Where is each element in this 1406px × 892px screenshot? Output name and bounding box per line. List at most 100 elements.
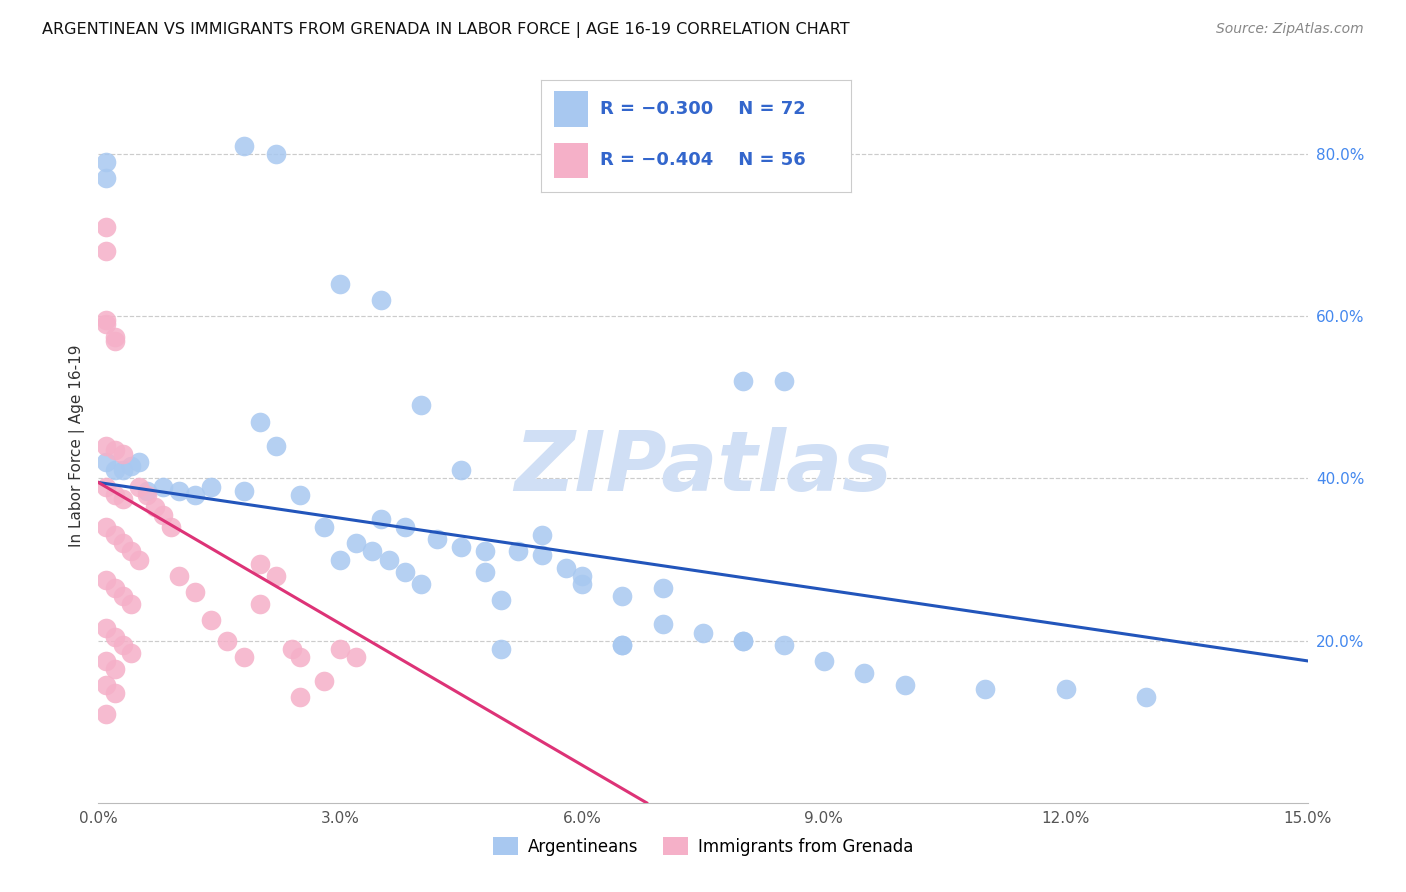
Point: [120, 646, 142, 660]
Point: [409, 577, 432, 591]
Point: [555, 560, 578, 574]
Point: [143, 500, 166, 514]
Point: [184, 585, 207, 599]
Point: [96, 313, 118, 327]
Point: [111, 447, 134, 461]
Point: [1054, 682, 1077, 697]
Point: [128, 552, 150, 566]
Point: [612, 638, 634, 652]
Point: [200, 613, 222, 627]
Point: [96, 520, 118, 534]
Point: [474, 544, 496, 558]
Point: [135, 483, 157, 498]
Point: [491, 593, 513, 607]
Point: [135, 488, 157, 502]
Point: [103, 334, 125, 348]
Point: [344, 536, 367, 550]
Point: [128, 455, 150, 469]
Point: [249, 415, 271, 429]
Point: [103, 630, 125, 644]
Point: [160, 520, 183, 534]
Point: [530, 549, 553, 563]
Point: [111, 491, 134, 506]
Point: [692, 625, 714, 640]
Point: [96, 654, 118, 668]
Point: [491, 641, 513, 656]
Point: [232, 649, 254, 664]
Bar: [554, 92, 588, 128]
Point: [96, 171, 118, 186]
Y-axis label: In Labor Force | Age 16-19: In Labor Force | Age 16-19: [69, 344, 84, 548]
Point: [103, 662, 125, 676]
Point: [288, 649, 311, 664]
Point: [249, 597, 271, 611]
Point: [232, 483, 254, 498]
Point: [96, 706, 118, 721]
Point: [450, 541, 472, 555]
Point: [772, 374, 794, 388]
Point: [103, 528, 125, 542]
Point: [813, 654, 835, 668]
Point: [893, 678, 915, 692]
Text: Source: ZipAtlas.com: Source: ZipAtlas.com: [1216, 22, 1364, 37]
Point: [96, 155, 118, 169]
Point: [394, 520, 416, 534]
Point: [152, 479, 174, 493]
Point: [111, 589, 134, 603]
Point: [612, 638, 634, 652]
Point: [184, 488, 207, 502]
Legend: Argentineans, Immigrants from Grenada: Argentineans, Immigrants from Grenada: [486, 830, 920, 863]
Point: [264, 439, 287, 453]
Point: [96, 678, 118, 692]
Point: [103, 488, 125, 502]
Point: [329, 552, 352, 566]
Point: [733, 374, 755, 388]
Point: [232, 139, 254, 153]
Point: [612, 589, 634, 603]
Text: R = −0.300    N = 72: R = −0.300 N = 72: [600, 100, 806, 118]
Point: [200, 479, 222, 493]
Point: [103, 581, 125, 595]
Point: [394, 565, 416, 579]
Point: [329, 641, 352, 656]
Point: [96, 479, 118, 493]
Point: [96, 622, 118, 636]
Point: [474, 565, 496, 579]
Text: ZIPatlas: ZIPatlas: [515, 427, 891, 508]
Point: [530, 528, 553, 542]
Point: [249, 557, 271, 571]
Point: [361, 544, 384, 558]
Point: [370, 512, 392, 526]
Point: [167, 483, 190, 498]
Point: [96, 439, 118, 453]
Point: [96, 244, 118, 259]
Point: [409, 399, 432, 413]
Text: R = −0.404    N = 56: R = −0.404 N = 56: [600, 151, 806, 169]
Point: [733, 633, 755, 648]
Point: [103, 686, 125, 700]
Point: [281, 641, 304, 656]
Point: [426, 533, 449, 547]
Point: [111, 463, 134, 477]
Point: [103, 443, 125, 458]
Point: [288, 690, 311, 705]
Point: [96, 318, 118, 332]
Point: [571, 568, 593, 582]
Point: [974, 682, 997, 697]
Point: [128, 479, 150, 493]
Point: [733, 633, 755, 648]
Point: [264, 147, 287, 161]
Point: [96, 455, 118, 469]
Point: [651, 617, 673, 632]
Point: [120, 544, 142, 558]
Point: [370, 293, 392, 307]
Point: [506, 544, 529, 558]
Point: [120, 459, 142, 474]
Point: [111, 638, 134, 652]
Point: [120, 597, 142, 611]
Point: [1135, 690, 1157, 705]
Point: [167, 568, 190, 582]
Point: [96, 220, 118, 235]
Point: [853, 666, 876, 681]
Point: [103, 463, 125, 477]
